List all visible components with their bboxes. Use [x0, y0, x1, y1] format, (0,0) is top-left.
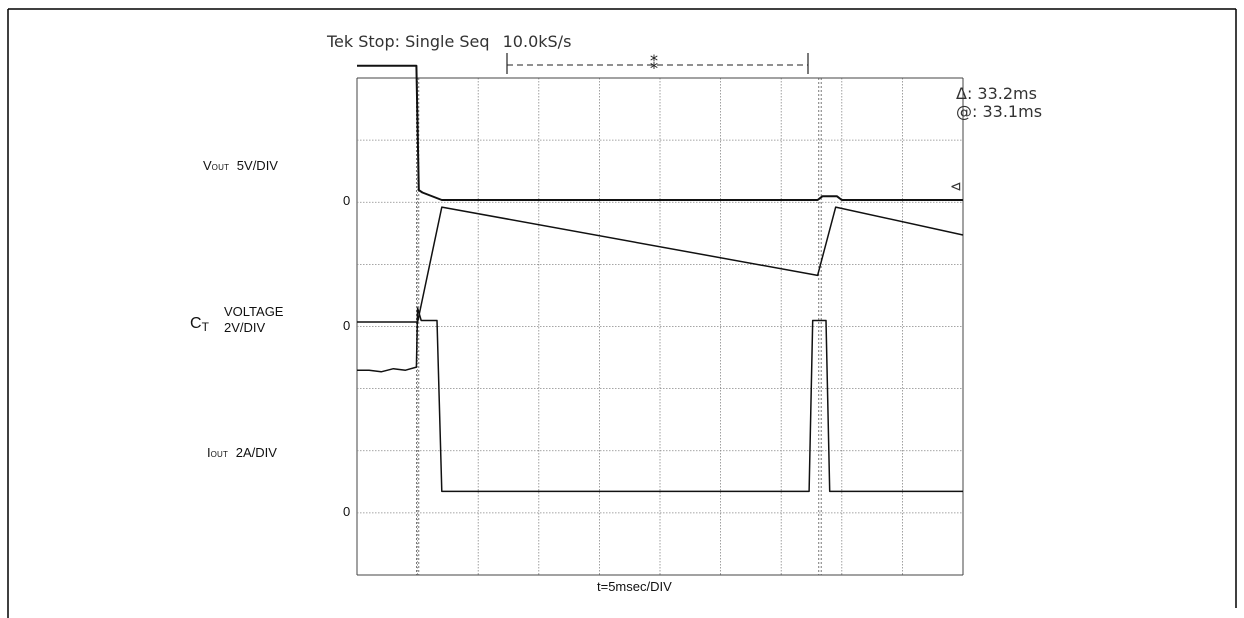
- ct-trace: [357, 206, 964, 323]
- iout-scale: 2A/DIV: [235, 445, 277, 460]
- vout-scale: 5V/DIV: [236, 158, 278, 173]
- acq-status: Tek Stop: Single Seq: [327, 32, 490, 51]
- graticule: [356, 77, 964, 576]
- traces: [357, 64, 964, 493]
- ground-marker-icon: ⊲: [950, 179, 962, 195]
- iout-main: I: [207, 445, 211, 460]
- ct-sub: T: [201, 320, 209, 334]
- ct-main: C: [190, 315, 202, 332]
- trigger-marker-icon: ⁑: [650, 54, 658, 73]
- delta-readout: Δ: 33.2ms: [956, 84, 1037, 103]
- vout-sub: OUT: [211, 163, 230, 172]
- iout-channel-label: IOUT 2A/DIV: [207, 445, 277, 460]
- scope-status: Tek Stop: Single Seq 10.0kS/s: [327, 32, 571, 51]
- vout-channel-label: VOUT 5V/DIV: [203, 158, 278, 173]
- vout-main: V: [203, 158, 212, 173]
- iout-sub: OUT: [210, 450, 229, 459]
- sample-rate: 10.0kS/s: [502, 32, 572, 51]
- ct-title: VOLTAGE: [224, 304, 284, 319]
- ct-channel-main: CT: [190, 315, 209, 334]
- vout-zero-label: 0: [343, 193, 351, 208]
- vout-trace: [357, 64, 963, 201]
- at-readout: @: 33.1ms: [956, 102, 1043, 121]
- ct-zero-label: 0: [343, 318, 351, 333]
- iout-trace: [357, 307, 963, 493]
- figure-border: [7, 8, 1237, 618]
- trigger-position-bar: ⁑: [506, 53, 809, 74]
- ct-scale: 2V/DIV: [224, 320, 266, 335]
- iout-zero-label: 0: [343, 504, 351, 519]
- x-axis-label: t=5msec/DIV: [597, 579, 672, 594]
